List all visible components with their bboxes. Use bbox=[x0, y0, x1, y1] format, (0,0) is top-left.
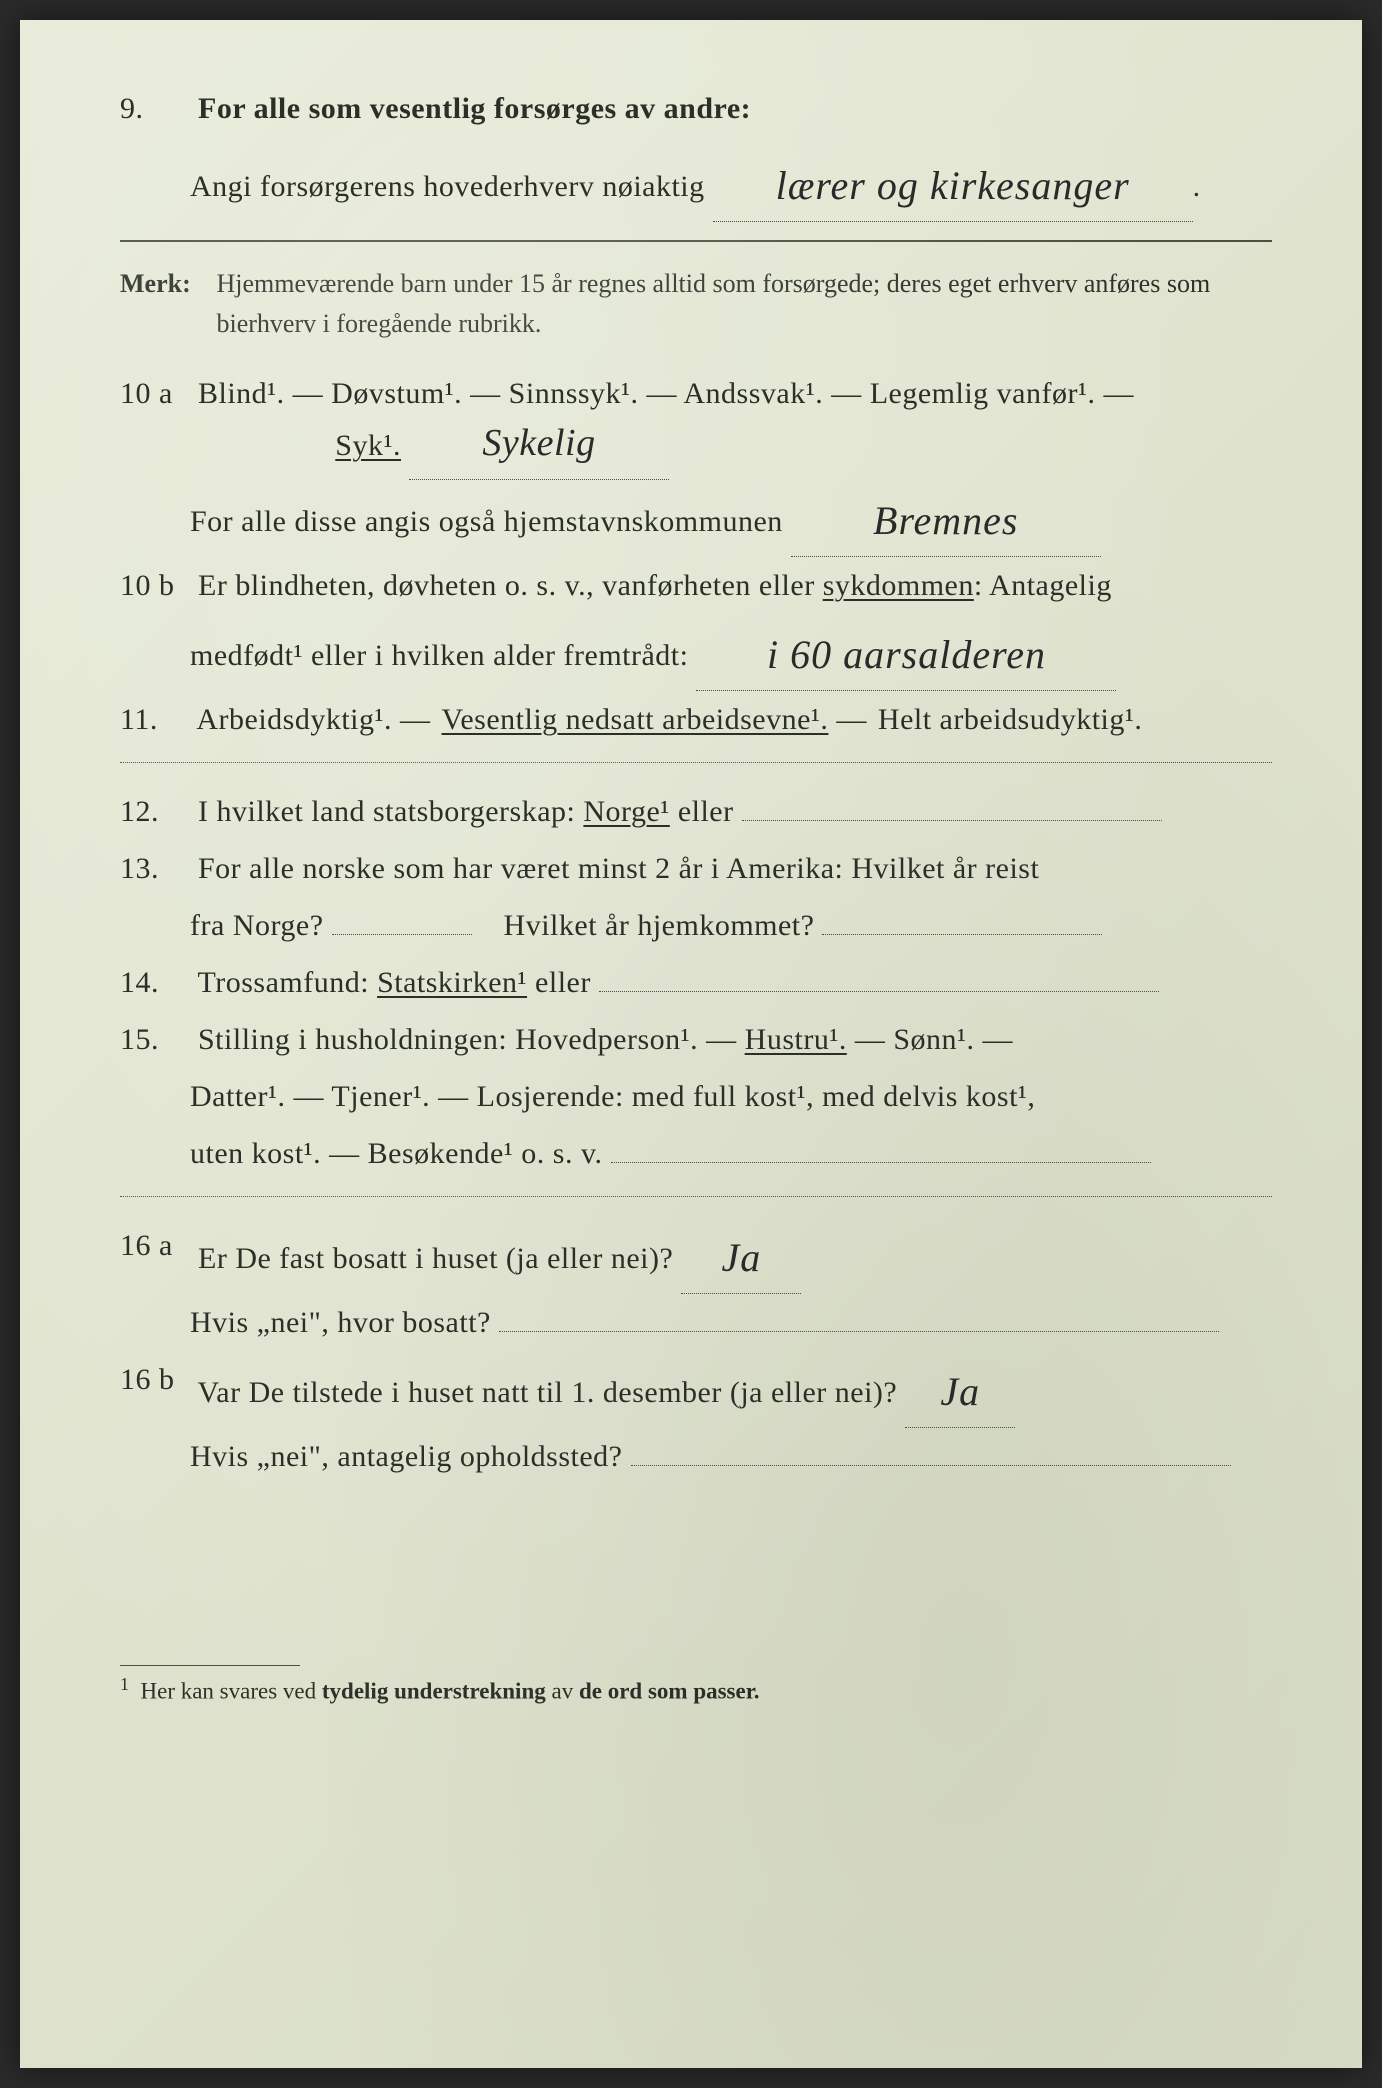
q11-c: Helt arbeidsudyktig¹. bbox=[878, 703, 1142, 736]
q10b-text1: Er blindheten, døvheten o. s. v., vanfør… bbox=[198, 569, 823, 602]
q15-line1a: Stilling i husholdningen: Hovedperson¹. … bbox=[198, 1023, 745, 1056]
q16b-answer: Ja bbox=[940, 1369, 980, 1414]
q13-text1: For alle norske som har været minst 2 år… bbox=[198, 852, 1039, 885]
q9-line1: 9. For alle som vesentlig forsørges av a… bbox=[120, 80, 1272, 137]
q16b-blank bbox=[631, 1465, 1231, 1466]
q15-line3: uten kost¹. — Besøkende¹ o. s. v. bbox=[190, 1125, 1272, 1182]
q10b-prefix2: medfødt¹ eller i hvilken alder fremtrådt… bbox=[190, 639, 688, 672]
footnote: 1 Her kan svares ved tydelig understrekn… bbox=[120, 1674, 1272, 1705]
q14-text-a: Trossamfund: bbox=[197, 966, 377, 999]
footnote-bold1: tydelig understrekning bbox=[322, 1678, 546, 1703]
q16a-answer: Ja bbox=[721, 1235, 761, 1280]
separator-1 bbox=[120, 240, 1272, 242]
q15-line2: Datter¹. — Tjener¹. — Losjerende: med fu… bbox=[190, 1068, 1272, 1125]
q10a-number: 10 a bbox=[120, 365, 190, 422]
q12-number: 12. bbox=[120, 783, 190, 840]
q12: 12. I hvilket land statsborgerskap: Norg… bbox=[120, 783, 1272, 840]
q13-line1: 13. For alle norske som har været minst … bbox=[120, 840, 1272, 897]
q12-text-a: I hvilket land statsborgerskap: bbox=[198, 795, 583, 828]
q10a-options: Blind¹. — Døvstum¹. — Sinnssyk¹. — Andss… bbox=[198, 377, 1134, 410]
q10a-syk-answer: Sykelig bbox=[482, 422, 595, 464]
q11: 11. Arbeidsdyktig¹. — Vesentlig nedsatt … bbox=[120, 691, 1272, 748]
q15-blank bbox=[611, 1162, 1151, 1163]
q16b-text2: Hvis „nei", antagelig opholdssted? bbox=[190, 1440, 623, 1473]
q16a-text1: Er De fast bosatt i huset (ja eller nei)… bbox=[198, 1242, 673, 1275]
q10b-sykdommen: sykdommen bbox=[823, 569, 974, 602]
q16a-line1: 16 a Er De fast bosatt i huset (ja eller… bbox=[120, 1217, 1272, 1294]
q10b-answer: i 60 aarsalderen bbox=[767, 632, 1046, 677]
q10a-syk-field: Sykelig bbox=[409, 407, 669, 480]
footnote-rule bbox=[120, 1665, 300, 1666]
q15-number: 15. bbox=[120, 1011, 190, 1068]
q11-a: Arbeidsdyktig¹. bbox=[196, 703, 392, 736]
merk-text: Hjemmeværende barn under 15 år regnes al… bbox=[217, 264, 1269, 345]
q13-text2a: fra Norge? bbox=[190, 909, 324, 942]
footnote-bold2: de ord som passer. bbox=[579, 1678, 760, 1703]
q9-answer-field: lærer og kirkesanger bbox=[713, 145, 1193, 222]
q12-blank bbox=[742, 820, 1162, 821]
q10b-answer-field: i 60 aarsalderen bbox=[696, 614, 1116, 691]
q10a-syk: vanfør¹. — Syk¹. Sykelig bbox=[190, 407, 1272, 480]
q13-blank2 bbox=[822, 934, 1102, 935]
q10a-kommune-field: Bremnes bbox=[791, 480, 1101, 557]
document-page: 9. For alle som vesentlig forsørges av a… bbox=[20, 20, 1362, 2068]
q10a-kommune: Bremnes bbox=[873, 498, 1018, 543]
q13-number: 13. bbox=[120, 840, 190, 897]
q10a-syk-label: Syk¹. bbox=[335, 429, 401, 462]
q15-line1: 15. Stilling i husholdningen: Hovedperso… bbox=[120, 1011, 1272, 1068]
q10a-kommune-prefix: For alle disse angis også hjemstavnskomm… bbox=[190, 505, 783, 538]
q14-text-b: eller bbox=[535, 966, 591, 999]
q16a-blank bbox=[499, 1331, 1219, 1332]
q16b-number: 16 b bbox=[120, 1351, 190, 1408]
merk-label: Merk: bbox=[120, 264, 210, 304]
q16a-line2: Hvis „nei", hvor bosatt? bbox=[190, 1294, 1272, 1351]
merk-note: Merk: Hjemmeværende barn under 15 år reg… bbox=[120, 264, 1272, 345]
q13-line2: fra Norge? Hvilket år hjemkommet? bbox=[190, 897, 1272, 954]
q16a-answer-field: Ja bbox=[681, 1217, 801, 1294]
q16a-number: 16 a bbox=[120, 1217, 190, 1274]
q15-text3: uten kost¹. — Besøkende¹ o. s. v. bbox=[190, 1137, 603, 1170]
q10b-number: 10 b bbox=[120, 557, 190, 614]
q10b-suffix: : Antagelig bbox=[974, 569, 1112, 602]
q9-answer: lærer og kirkesanger bbox=[776, 163, 1130, 208]
separator-2 bbox=[120, 762, 1272, 763]
q14: 14. Trossamfund: Statskirken¹ eller bbox=[120, 954, 1272, 1011]
q14-blank bbox=[599, 991, 1159, 992]
q16b-line2: Hvis „nei", antagelig opholdssted? bbox=[190, 1428, 1272, 1485]
q9-number: 9. bbox=[120, 80, 190, 137]
q11-number: 11. bbox=[120, 691, 190, 748]
q16b-answer-field: Ja bbox=[905, 1351, 1015, 1428]
q12-norge: Norge¹ bbox=[583, 795, 669, 828]
q16a-text2: Hvis „nei", hvor bosatt? bbox=[190, 1306, 491, 1339]
q10a-line3: For alle disse angis også hjemstavnskomm… bbox=[190, 480, 1272, 557]
q14-number: 14. bbox=[120, 954, 190, 1011]
q15-text2: Datter¹. — Tjener¹. — Losjerende: med fu… bbox=[190, 1080, 1035, 1113]
q12-text-b: eller bbox=[678, 795, 734, 828]
q16b-text1: Var De tilstede i huset natt til 1. dese… bbox=[197, 1376, 897, 1409]
q9-heading: For alle som vesentlig forsørges av andr… bbox=[198, 92, 751, 125]
separator-3 bbox=[120, 1196, 1272, 1197]
q11-b: Vesentlig nedsatt arbeidsevne¹. bbox=[442, 703, 829, 736]
q9-line2: Angi forsørgerens hovederhverv nøiaktig … bbox=[190, 145, 1272, 222]
q13-text2b: Hvilket år hjemkommet? bbox=[504, 909, 815, 942]
q14-stats: Statskirken¹ bbox=[377, 966, 527, 999]
q15-line1b: — Sønn¹. — bbox=[855, 1023, 1013, 1056]
q13-blank1 bbox=[332, 934, 472, 935]
q15-hustru: Hustru¹. bbox=[745, 1023, 847, 1056]
q10b-line1: 10 b Er blindheten, døvheten o. s. v., v… bbox=[120, 557, 1272, 614]
q16b-line1: 16 b Var De tilstede i huset natt til 1.… bbox=[120, 1351, 1272, 1428]
q10b-line2: medfødt¹ eller i hvilken alder fremtrådt… bbox=[190, 614, 1272, 691]
q9-prefix: Angi forsørgerens hovederhverv nøiaktig bbox=[190, 170, 705, 203]
footnote-sup: 1 bbox=[120, 1674, 129, 1694]
